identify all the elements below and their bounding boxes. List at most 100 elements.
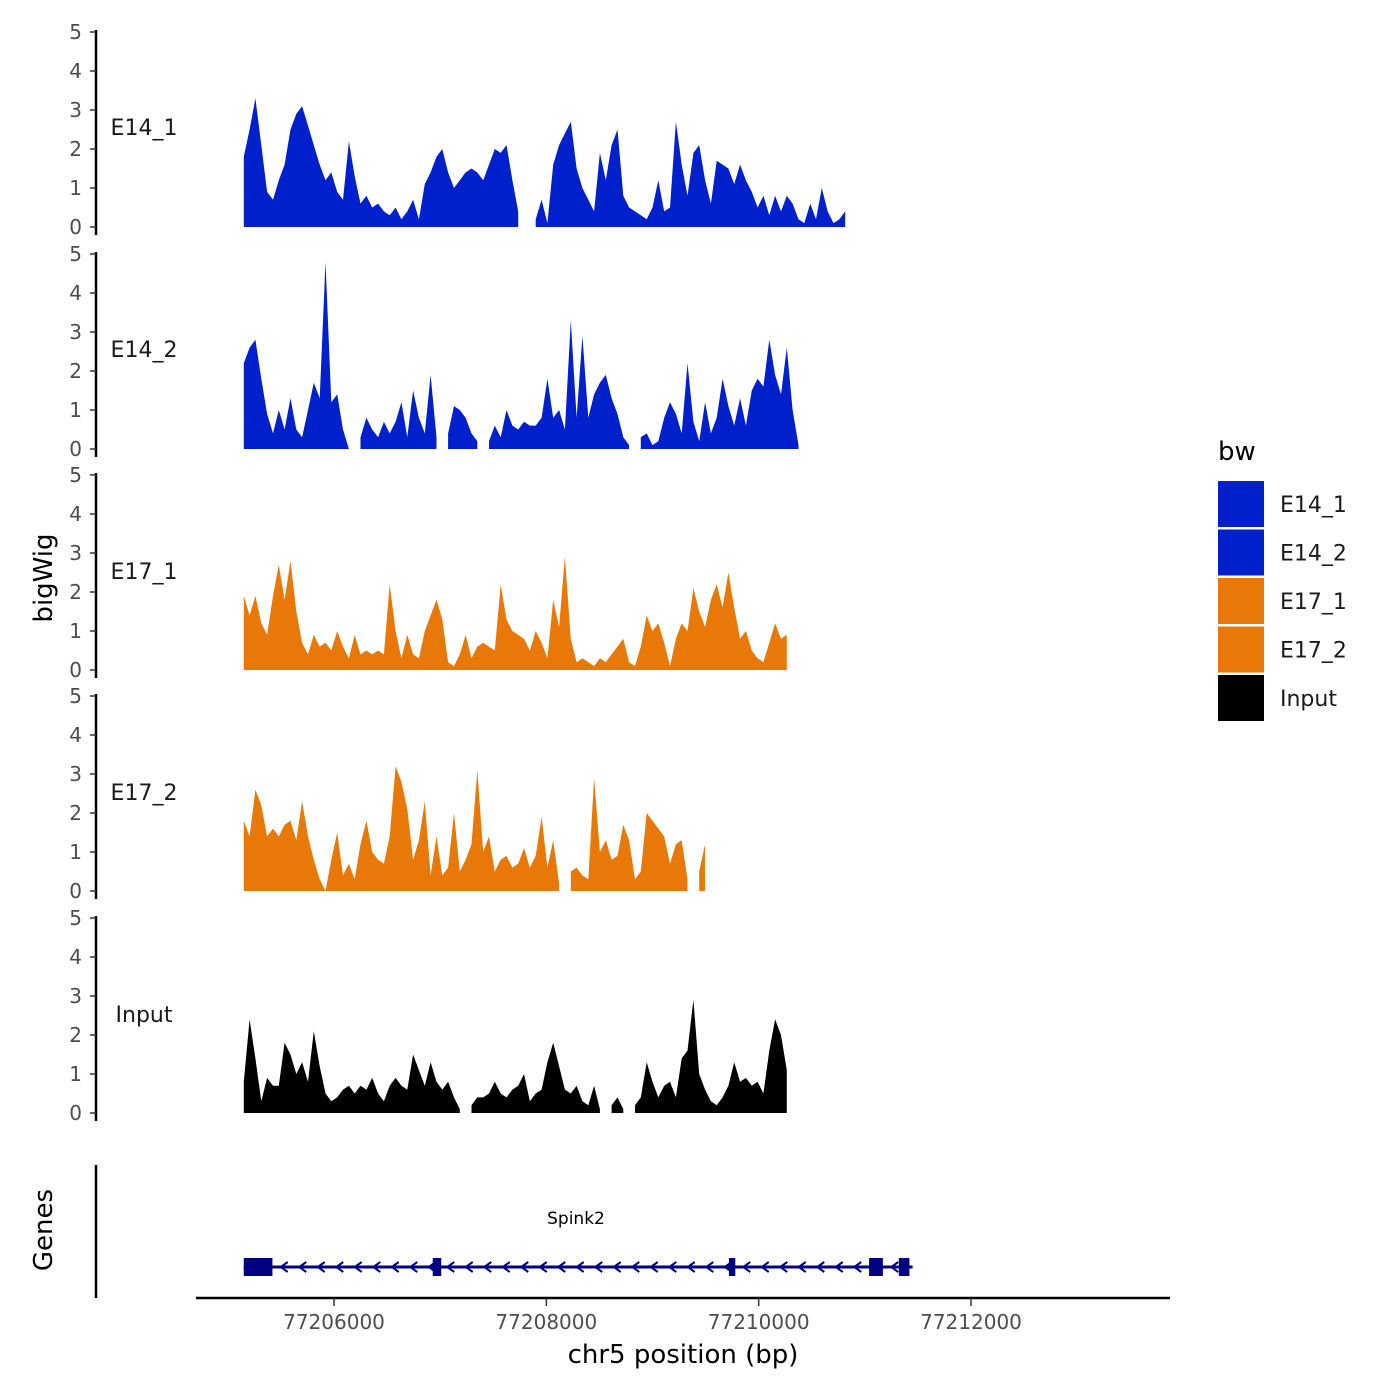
coverage-area xyxy=(535,121,846,227)
gene-exon xyxy=(728,1258,736,1276)
coverage-area xyxy=(243,98,519,227)
y-tick-label: 1 xyxy=(69,1062,82,1086)
y-tick-label: 5 xyxy=(69,684,82,708)
coverage-area xyxy=(611,1097,624,1113)
gene-exon xyxy=(432,1258,442,1276)
y-tick-label: 0 xyxy=(69,215,82,239)
gene-name-label: Spink2 xyxy=(547,1209,605,1229)
legend-entry: E14_1 xyxy=(1218,481,1347,527)
y-axis-label: bigWig xyxy=(29,533,59,622)
y-tick-label: 0 xyxy=(69,437,82,461)
strand-arrow xyxy=(612,1261,622,1273)
y-tick-label: 4 xyxy=(69,59,82,83)
x-tick-label: 77210000 xyxy=(708,1310,810,1334)
legend-label: E14_1 xyxy=(1280,493,1347,518)
legend-title: bw xyxy=(1218,437,1256,467)
coverage-area xyxy=(243,261,349,449)
gene-exon xyxy=(869,1258,883,1276)
strand-arrow xyxy=(575,1261,585,1273)
coverage-area xyxy=(243,1019,460,1113)
y-tick-label: 3 xyxy=(69,320,82,344)
y-tick-label: 0 xyxy=(69,879,82,903)
strand-arrow xyxy=(501,1261,511,1273)
strand-arrow xyxy=(297,1261,307,1273)
y-tick-label: 4 xyxy=(69,723,82,747)
legend-swatch xyxy=(1218,529,1264,576)
strand-arrow xyxy=(353,1261,363,1273)
strand-arrow xyxy=(630,1261,640,1273)
x-axis-label: chr5 position (bp) xyxy=(568,1340,799,1370)
y-tick-label: 1 xyxy=(69,619,82,643)
y-tick-label: 0 xyxy=(69,658,82,682)
panel-label: E14_1 xyxy=(111,116,178,141)
coverage-area xyxy=(448,406,478,449)
track-panels: 0 1 2 3 4 5 E14_1 0 1 2 3 4 5 E14_2 0 1 2 3 4 5 E17_1 0 1 2 3 4 5 E… xyxy=(69,20,846,1125)
coverage-area xyxy=(243,766,560,891)
coverage-area xyxy=(570,777,688,891)
coverage-area xyxy=(635,999,787,1113)
gene-model xyxy=(243,1258,913,1276)
strand-arrow xyxy=(686,1261,696,1273)
legend-entry: E17_1 xyxy=(1218,578,1347,624)
strand-arrow xyxy=(464,1261,474,1273)
strand-arrow xyxy=(538,1261,548,1273)
y-tick-label: 3 xyxy=(69,762,82,786)
legend: bw E14_1 E14_2 E17_1 E17_2 Input xyxy=(1218,437,1347,721)
y-tick-label: 3 xyxy=(69,98,82,122)
panel-e14-2: 0 1 2 3 4 5 E14_2 xyxy=(69,242,799,461)
strand-arrow xyxy=(834,1261,844,1273)
y-tick-label: 1 xyxy=(69,398,82,422)
x-axis-ticks: 77206000 77208000 77210000 77212000 xyxy=(283,1298,1022,1334)
legend-swatch xyxy=(1218,481,1264,527)
gene-exon xyxy=(243,1258,273,1276)
coverage-area xyxy=(489,320,630,449)
y-tick-label: 4 xyxy=(69,281,82,305)
y-tick-label: 2 xyxy=(69,801,82,825)
strand-arrow xyxy=(649,1261,659,1273)
coverage-area xyxy=(243,556,787,670)
y-tick-label: 5 xyxy=(69,20,82,44)
strand-arrow xyxy=(778,1261,788,1273)
y-tick-label: 2 xyxy=(69,359,82,383)
strand-arrow xyxy=(279,1261,289,1273)
y-tick-label: 5 xyxy=(69,463,82,487)
coverage-area xyxy=(640,339,799,449)
x-axis: 77206000 77208000 77210000 77212000 chr5 po… xyxy=(196,1296,1170,1370)
strand-arrow xyxy=(556,1261,566,1273)
y-tick-label: 5 xyxy=(69,242,82,266)
legend-entry: E17_2 xyxy=(1218,626,1347,673)
legend-label: E17_2 xyxy=(1280,639,1347,664)
y-tick-label: 3 xyxy=(69,541,82,565)
strand-arrow xyxy=(667,1261,677,1273)
strand-arrow xyxy=(852,1261,862,1273)
legend-label: E14_2 xyxy=(1280,542,1347,567)
x-tick-label: 77212000 xyxy=(920,1310,1022,1334)
coverage-area xyxy=(471,1042,600,1113)
y-tick-label: 2 xyxy=(69,580,82,604)
panel-label: Input xyxy=(116,1003,173,1028)
legend-swatch xyxy=(1218,626,1264,673)
coverage-area xyxy=(360,374,437,449)
y-tick-label: 1 xyxy=(69,840,82,864)
panel-label: E17_2 xyxy=(111,781,178,806)
strand-arrow xyxy=(815,1261,825,1273)
strand-arrow xyxy=(334,1261,344,1273)
legend-label: Input xyxy=(1280,687,1337,712)
strand-arrow xyxy=(760,1261,770,1273)
strand-arrow xyxy=(741,1261,751,1273)
legend-entries: E14_1 E14_2 E17_1 E17_2 Input xyxy=(1218,481,1347,721)
y-tick-label: 3 xyxy=(69,984,82,1008)
strand-arrow xyxy=(704,1261,714,1273)
strand-arrow xyxy=(316,1261,326,1273)
legend-entry: E14_2 xyxy=(1218,529,1347,576)
coverage-area xyxy=(699,844,706,891)
x-tick-label: 77208000 xyxy=(495,1310,597,1334)
gene-track-label: Genes xyxy=(29,1189,59,1271)
y-tick-label: 2 xyxy=(69,1023,82,1047)
strand-arrow xyxy=(889,1261,899,1273)
legend-swatch xyxy=(1218,578,1264,624)
y-tick-label: 1 xyxy=(69,176,82,200)
y-tick-label: 4 xyxy=(69,502,82,526)
panel-e14-1: 0 1 2 3 4 5 E14_1 xyxy=(69,20,846,239)
